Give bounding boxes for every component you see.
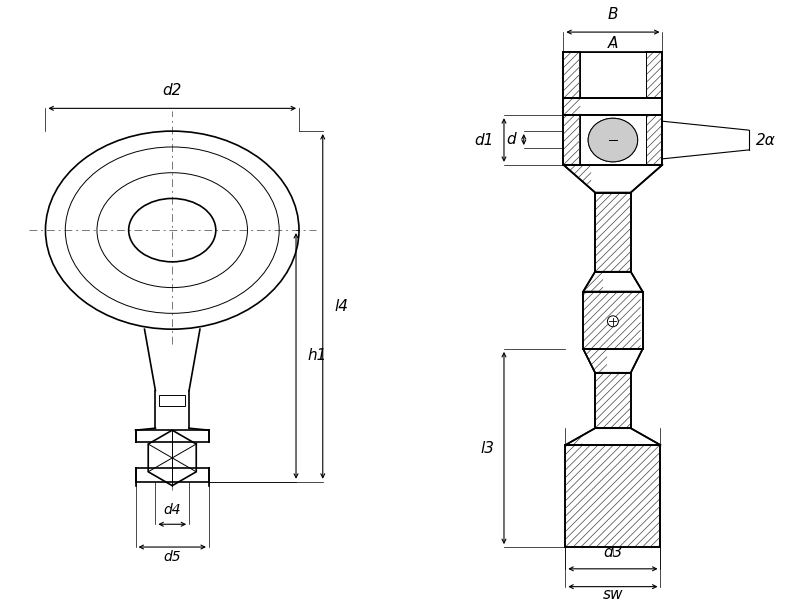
- Polygon shape: [595, 192, 630, 272]
- Text: 2α: 2α: [755, 133, 775, 148]
- Text: d2: d2: [162, 83, 182, 98]
- Text: B: B: [608, 7, 618, 22]
- Polygon shape: [563, 115, 580, 165]
- Text: d3: d3: [603, 545, 622, 560]
- Text: l4: l4: [334, 299, 349, 314]
- Bar: [159, 394, 185, 406]
- Polygon shape: [566, 445, 661, 547]
- Ellipse shape: [588, 118, 638, 162]
- Polygon shape: [646, 52, 662, 98]
- Polygon shape: [583, 291, 642, 349]
- Text: d5: d5: [163, 550, 181, 564]
- Bar: [580, 52, 646, 98]
- Polygon shape: [563, 52, 580, 98]
- Text: l3: l3: [480, 441, 494, 455]
- Polygon shape: [583, 272, 642, 291]
- Ellipse shape: [588, 118, 638, 162]
- Polygon shape: [583, 349, 642, 373]
- Text: d4: d4: [163, 504, 181, 517]
- Text: A: A: [608, 36, 618, 51]
- Text: d: d: [506, 132, 516, 147]
- Polygon shape: [566, 428, 661, 445]
- Polygon shape: [646, 115, 662, 165]
- Polygon shape: [563, 165, 662, 192]
- Text: d1: d1: [474, 133, 494, 148]
- Bar: [580, 115, 646, 165]
- Polygon shape: [595, 373, 630, 428]
- Circle shape: [607, 316, 618, 327]
- Text: sw: sw: [602, 587, 623, 602]
- Text: h1: h1: [308, 349, 327, 364]
- Polygon shape: [563, 98, 662, 115]
